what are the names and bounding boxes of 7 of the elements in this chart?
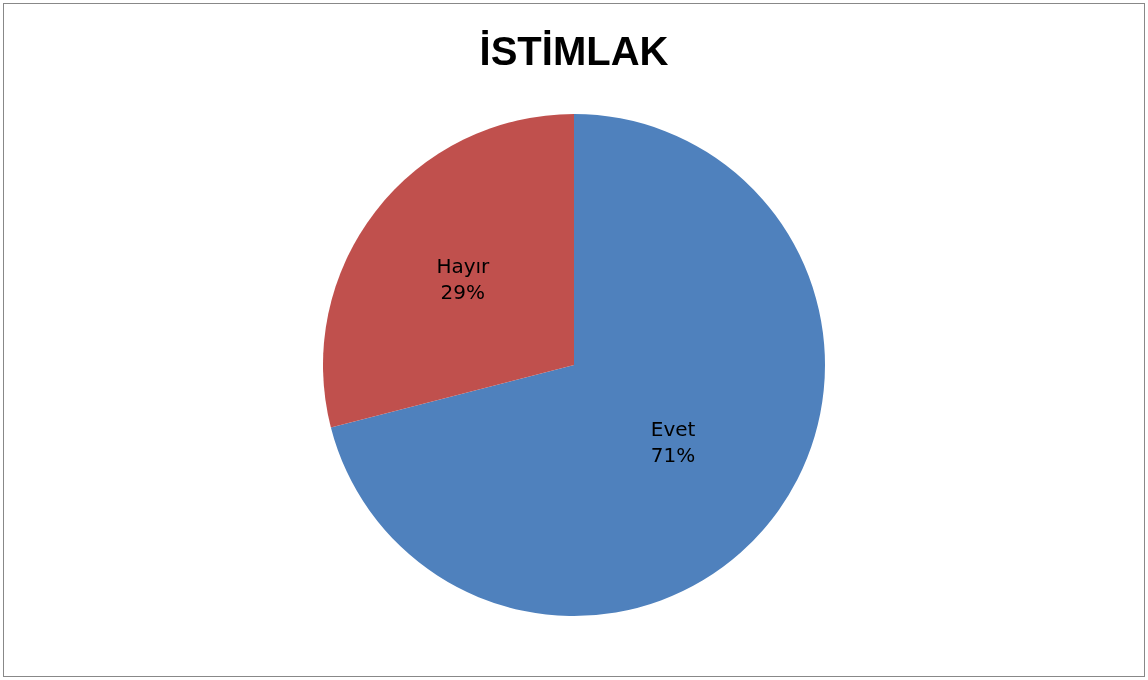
data-label: 71% xyxy=(650,442,696,467)
pie-slice xyxy=(323,114,574,428)
slice-label: Hayır xyxy=(436,254,491,279)
chart-title: İSTİMLAK xyxy=(479,29,669,74)
pie-slice xyxy=(330,114,825,616)
slice-label: Evet xyxy=(650,416,696,441)
data-label: 29% xyxy=(440,280,486,305)
